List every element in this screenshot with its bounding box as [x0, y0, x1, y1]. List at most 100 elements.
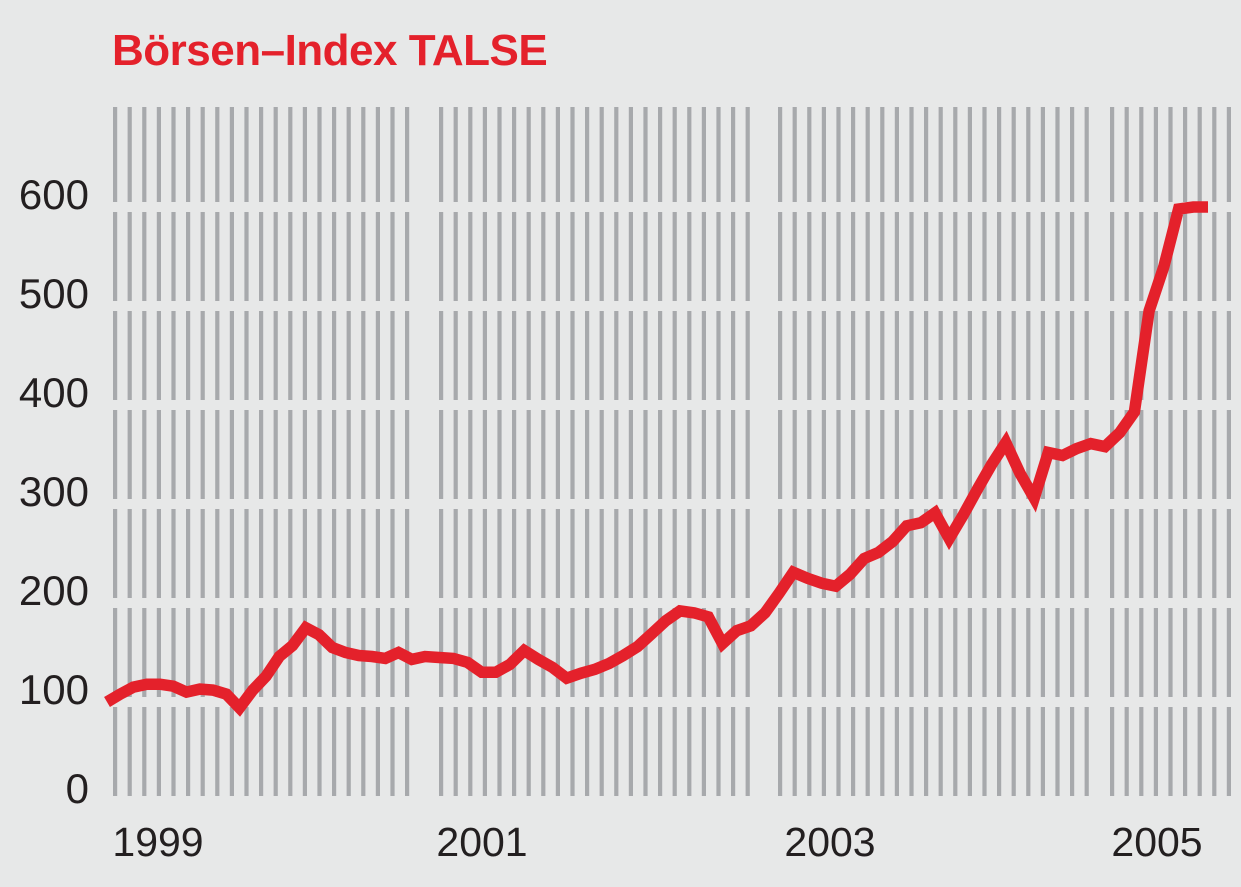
grid-dash	[836, 509, 841, 598]
grid-dash	[468, 311, 473, 400]
grid-dash	[171, 608, 176, 697]
grid-dash	[778, 311, 783, 400]
grid-dash	[229, 107, 234, 202]
grid-dash	[643, 608, 648, 697]
grid-dash	[924, 707, 929, 796]
grid-dash	[142, 707, 147, 796]
grid-dash	[215, 311, 220, 400]
grid-dash	[200, 608, 205, 697]
grid-dash	[1183, 707, 1188, 796]
grid-dash	[453, 509, 458, 598]
grid-dash	[967, 107, 972, 202]
grid-dash	[1168, 311, 1173, 400]
y-axis-label: 100	[19, 666, 89, 713]
grid-dash	[599, 707, 604, 796]
grid-dash	[1070, 311, 1075, 400]
grid-dash	[643, 107, 648, 202]
grid-dash	[1110, 311, 1115, 400]
grid-dash	[1110, 509, 1115, 598]
grid-dash	[273, 107, 278, 202]
grid-dash	[880, 410, 885, 499]
grid-dash	[909, 707, 914, 796]
grid-dash	[156, 608, 161, 697]
grid-dash	[259, 410, 264, 499]
grid-dash	[1084, 107, 1089, 202]
grid-dash	[821, 608, 826, 697]
grid-dash	[259, 608, 264, 697]
grid-dash	[778, 608, 783, 697]
grid-dash	[390, 107, 395, 202]
grid-dash	[599, 608, 604, 697]
grid-dash	[1226, 410, 1231, 499]
grid-dash	[346, 107, 351, 202]
grid-dash	[1226, 707, 1231, 796]
grid-dash	[778, 509, 783, 598]
grid-dash	[1040, 707, 1045, 796]
grid-dash	[807, 212, 812, 301]
grid-dash	[997, 107, 1002, 202]
grid-dash	[716, 311, 721, 400]
grid-dash	[288, 509, 293, 598]
grid-dash	[1055, 608, 1060, 697]
grid-dash	[1197, 410, 1202, 499]
grid-dash	[938, 509, 943, 598]
grid-dash	[821, 212, 826, 301]
grid-dash	[1070, 509, 1075, 598]
grid-dash	[1040, 107, 1045, 202]
grid-dash	[1026, 212, 1031, 301]
grid-dash	[468, 509, 473, 598]
grid-dash	[215, 107, 220, 202]
grid-dash	[288, 707, 293, 796]
grid-dash	[585, 707, 590, 796]
grid-dash	[701, 410, 706, 499]
grid-dash	[865, 707, 870, 796]
grid-dash	[555, 311, 560, 400]
grid-dash	[836, 311, 841, 400]
grid-dash	[836, 410, 841, 499]
grid-dash	[614, 509, 619, 598]
grid-dash	[1212, 212, 1217, 301]
grid-dash	[555, 707, 560, 796]
grid-dash	[259, 212, 264, 301]
grid-dash	[1139, 107, 1144, 202]
grid-dash	[880, 707, 885, 796]
grid-dash	[599, 212, 604, 301]
grid-dash	[186, 410, 191, 499]
grid-dash	[259, 707, 264, 796]
grid-dash	[672, 707, 677, 796]
x-axis-label: 2001	[436, 819, 527, 865]
grid-dash	[1055, 707, 1060, 796]
grid-dash	[1197, 212, 1202, 301]
grid-dash	[1084, 311, 1089, 400]
grid-dash	[302, 311, 307, 400]
grid-dash	[512, 107, 517, 202]
grid-dash	[142, 509, 147, 598]
grid-dash	[200, 311, 205, 400]
grid-dash	[1011, 608, 1016, 697]
grid-dash	[1110, 107, 1115, 202]
grid-dash	[865, 410, 870, 499]
grid-dash	[1139, 410, 1144, 499]
grid-dash	[894, 212, 899, 301]
grid-dash	[526, 707, 531, 796]
grid-dash	[497, 707, 502, 796]
grid-dash	[1139, 707, 1144, 796]
grid-dash	[967, 410, 972, 499]
grid-dash	[1183, 212, 1188, 301]
grid-dash	[1212, 107, 1217, 202]
grid-dash	[555, 212, 560, 301]
grid-dash	[302, 410, 307, 499]
grid-dash	[1011, 107, 1016, 202]
grid-dash	[1011, 509, 1016, 598]
grid-dash	[259, 311, 264, 400]
grid-dash	[1139, 608, 1144, 697]
grid-dash	[288, 212, 293, 301]
grid-dash	[1084, 707, 1089, 796]
grid-dash	[643, 707, 648, 796]
grid-dash	[273, 212, 278, 301]
grid-dash	[127, 311, 132, 400]
grid-dash	[1070, 212, 1075, 301]
grid-dash	[1110, 410, 1115, 499]
grid-dash	[555, 410, 560, 499]
